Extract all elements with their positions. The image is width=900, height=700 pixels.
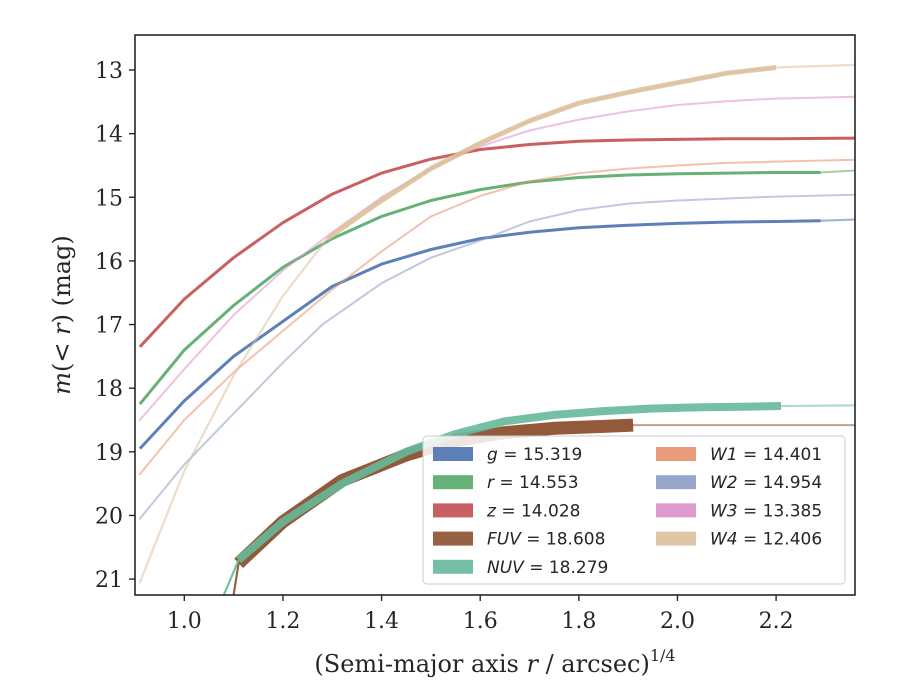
- legend-label: FUV = 18.608: [487, 530, 605, 550]
- legend-swatch: [656, 531, 696, 546]
- series-fuv-start-line: [232, 563, 240, 595]
- legend-entry-w4: W4 = 12.406: [656, 530, 822, 550]
- y-tick-label: 14: [95, 123, 123, 148]
- x-tick-label: 2.2: [759, 609, 794, 634]
- plot-frame: [134, 34, 856, 596]
- legend-swatch: [433, 559, 473, 574]
- y-tick-label: 20: [95, 504, 123, 529]
- y-tick-label: 16: [95, 250, 123, 275]
- legend-label: r = 14.553: [487, 473, 579, 493]
- legend-swatch: [656, 447, 696, 461]
- x-tick-label: 1.6: [463, 609, 498, 634]
- y-axis-title: m(< r) (mag): [48, 235, 76, 395]
- legend: g = 15.319 r = 14.553 z = 14.028 FUV = 18.6…: [422, 435, 846, 585]
- legend-label: NUV = 18.279: [487, 558, 608, 578]
- legend-swatch: [433, 531, 473, 546]
- x-axis-title: (Semi-major axis r / arcsec)1/4: [314, 646, 675, 678]
- x-tick-label: 1.8: [561, 609, 596, 634]
- x-axis: 1.0 1.2 1.4 1.6 1.8 2.0 2.2: [167, 595, 794, 634]
- series-z-line: [138, 136, 855, 348]
- legend-label: W1 = 14.401: [710, 445, 822, 465]
- series-w4-band: [325, 65, 777, 241]
- legend-entry-w2: W2 = 14.954: [656, 473, 822, 493]
- series-z: [138, 136, 855, 348]
- legend-entry-r: r = 14.553: [433, 473, 579, 493]
- legend-label: W4 = 12.406: [710, 530, 822, 550]
- series-nuv: [222, 402, 855, 595]
- series-r: [138, 169, 855, 406]
- legend-label: g = 15.319: [487, 445, 582, 465]
- series-w3-faint-line: [138, 95, 855, 421]
- series-g-faint-line: [819, 218, 855, 222]
- series-nuv-line: [235, 402, 782, 564]
- series-w1-faint-line: [138, 158, 855, 476]
- x-tick-label: 2.0: [660, 609, 695, 634]
- series-g: [138, 218, 855, 450]
- x-tick-label: 1.0: [167, 609, 202, 634]
- x-tick-label: 1.2: [265, 609, 300, 634]
- legend-swatch: [433, 475, 473, 490]
- legend-entry-w1: W1 = 14.401: [656, 445, 822, 465]
- legend-swatch: [656, 475, 696, 490]
- legend-swatch: [433, 447, 473, 461]
- y-tick-label: 17: [95, 314, 123, 339]
- y-tick-label: 18: [95, 377, 123, 402]
- series-w2: [138, 193, 855, 520]
- series-nuv-faint-line: [780, 404, 855, 407]
- legend-entry-z: z = 14.028: [433, 501, 580, 521]
- legend-entry-w3: W3 = 13.385: [656, 501, 822, 521]
- y-tick-label: 19: [95, 441, 123, 466]
- series-layer: [138, 63, 855, 595]
- series-w1: [138, 158, 855, 476]
- legend-entry-nuv: NUV = 18.279: [433, 558, 608, 578]
- legend-swatch: [656, 503, 696, 518]
- y-tick-label: 21: [95, 568, 123, 593]
- series-nuv-start-line: [222, 559, 240, 595]
- legend-box: [422, 435, 846, 585]
- series-w3: [138, 95, 855, 421]
- legend-label: W3 = 13.385: [710, 501, 822, 521]
- legend-label: z = 14.028: [486, 501, 580, 521]
- series-g-line: [138, 219, 821, 450]
- legend-entry-g: g = 15.319: [433, 445, 582, 465]
- series-r-line: [138, 171, 821, 406]
- series-w2-faint-line: [138, 193, 855, 520]
- legend-label: W2 = 14.954: [710, 473, 822, 493]
- legend-entry-fuv: FUV = 18.608: [433, 530, 605, 550]
- legend-swatch: [433, 503, 473, 518]
- y-tick-label: 13: [95, 59, 123, 84]
- series-r-faint-line: [819, 169, 855, 174]
- x-tick-label: 1.4: [364, 609, 399, 634]
- y-axis: 13 14 15 16 17 18 19 20 21: [95, 59, 135, 593]
- y-tick-label: 15: [95, 186, 123, 211]
